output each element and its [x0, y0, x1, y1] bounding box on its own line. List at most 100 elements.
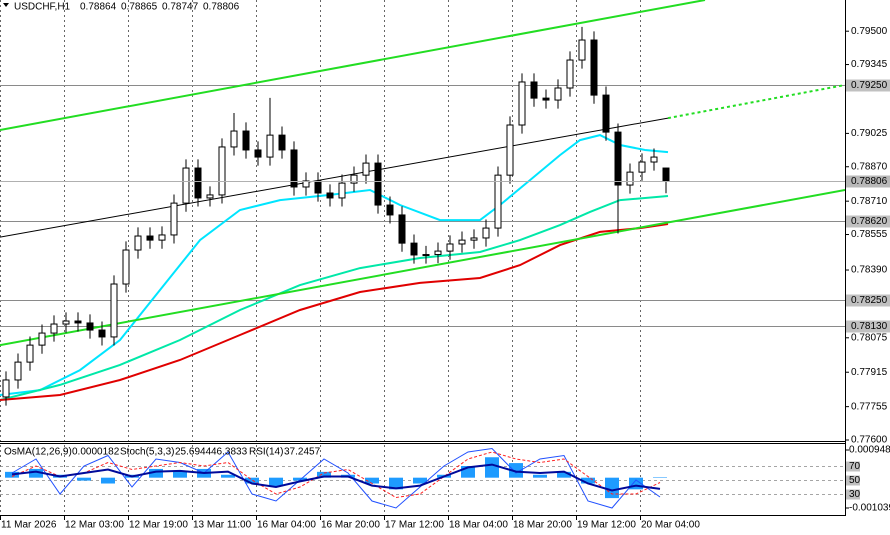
- candle-body: [290, 149, 298, 188]
- candle-body: [434, 250, 442, 256]
- indicator-line: [667, 84, 845, 120]
- candle-body: [614, 131, 622, 186]
- candle-body: [242, 130, 250, 151]
- axis-layer: 11 Mar 2026 12 Mar 03:00 12 Mar 19:00 13 Ma…: [0, 26, 890, 531]
- candle-body: [182, 167, 190, 204]
- candle-body: [482, 227, 490, 239]
- x-tick-label: 12 Mar 03:00: [65, 520, 124, 531]
- y-tick-label: 0.78710: [851, 196, 888, 207]
- candle-body: [2, 379, 10, 398]
- x-tick-label: 18 Mar 20:00: [513, 520, 572, 531]
- stoch-signal-value: 46.3833: [211, 447, 248, 458]
- candle-body: [386, 204, 394, 216]
- oscillator-line: [11, 451, 661, 499]
- candle-body: [662, 167, 670, 182]
- osma-bar: [29, 468, 43, 478]
- osma-bar: [653, 477, 667, 478]
- oscillator-line: [11, 447, 661, 509]
- level-label: 0.79250: [851, 80, 888, 91]
- candle-body: [626, 171, 634, 186]
- x-tick-label: 16 Mar 20:00: [321, 520, 380, 531]
- level-label-box: [846, 489, 860, 500]
- osma-bar: [173, 471, 187, 478]
- candle-body: [542, 97, 550, 101]
- candle-body: [410, 242, 418, 256]
- candle-body: [158, 234, 166, 241]
- candle-body: [590, 39, 598, 96]
- candle-body: [650, 156, 658, 163]
- x-tick-label: 17 Mar 12:00: [385, 520, 444, 531]
- level-label: 0.78620: [851, 216, 888, 227]
- osma-bar: [221, 474, 235, 478]
- y-tick-label: 0.78555: [851, 229, 888, 240]
- candle-body: [74, 320, 82, 324]
- y-tick-label: 0.78075: [851, 332, 888, 343]
- osma-bar: [413, 477, 427, 484]
- x-tick-label: 20 Mar 04:00: [641, 520, 700, 531]
- osma-bar: [101, 477, 115, 484]
- candle-body: [578, 39, 586, 61]
- y-tick-label: 0.79025: [851, 128, 888, 139]
- candle-body: [206, 194, 214, 199]
- osma-bar: [461, 466, 475, 478]
- rsi-name: RSI(14): [249, 447, 283, 458]
- header-open: 0.78864: [80, 2, 117, 13]
- main-pane: [0, 0, 845, 406]
- candle-body: [170, 202, 178, 236]
- x-tick-label: 18 Mar 04:00: [449, 520, 508, 531]
- oscillator-line: [11, 463, 661, 492]
- candle-body: [38, 332, 46, 346]
- candle-body: [194, 167, 202, 199]
- y-tick-label: 0.77915: [851, 367, 888, 378]
- stoch-main-value: 25.6944: [175, 447, 212, 458]
- level-label: 0.78130: [851, 321, 888, 332]
- candle-body: [254, 149, 262, 158]
- candle-body: [230, 130, 238, 148]
- level-label-box: [846, 79, 890, 92]
- candle-body: [338, 182, 346, 199]
- candle-body: [530, 81, 538, 99]
- y-tick-label: 0.79345: [851, 59, 888, 70]
- candle-body: [50, 323, 58, 334]
- candle-body: [14, 361, 22, 381]
- osma-bar: [485, 457, 499, 478]
- rsi-value: 37.2457: [284, 447, 321, 458]
- indicator-line: [0, 189, 845, 347]
- indicator-line: [0, 117, 669, 238]
- candle-body: [458, 239, 466, 245]
- indicator-line: [0, 0, 706, 131]
- candle-body: [98, 329, 106, 338]
- indicator-line: [0, 195, 669, 401]
- candle-body: [302, 180, 310, 188]
- candle-body: [422, 254, 430, 257]
- indicator-line: [0, 223, 669, 401]
- candle-body: [362, 162, 370, 176]
- candle-body: [26, 344, 34, 363]
- candle-body: [146, 235, 154, 241]
- osma-name: OsMA(12,26,9): [4, 447, 72, 458]
- osma-value: 0.0000182: [72, 447, 120, 458]
- candle-body: [566, 59, 574, 89]
- y-tick-label: 0.79500: [851, 26, 888, 37]
- osma-bar: [293, 477, 307, 481]
- osma-bar: [581, 477, 595, 484]
- header-high: 0.78865: [121, 2, 158, 13]
- candle-body: [638, 161, 646, 173]
- x-tick-label: 11 Mar 2026: [1, 520, 57, 531]
- symbol: USDCHF,H1: [14, 2, 71, 13]
- candle-body: [518, 81, 526, 126]
- y-tick-label: 50: [849, 475, 861, 486]
- y-tick-label: 0.77600: [851, 435, 888, 446]
- osma-bar: [245, 477, 259, 484]
- osma-bar: [5, 471, 19, 478]
- candle-body: [446, 243, 454, 252]
- candle-body: [62, 320, 70, 325]
- y-tick-label: 0.77755: [851, 401, 888, 412]
- osma-bar: [269, 477, 283, 487]
- osma-bar: [365, 477, 379, 484]
- osma-bar: [149, 468, 163, 478]
- osma-bar: [509, 463, 523, 478]
- current-price-label: 0.78806: [851, 176, 888, 187]
